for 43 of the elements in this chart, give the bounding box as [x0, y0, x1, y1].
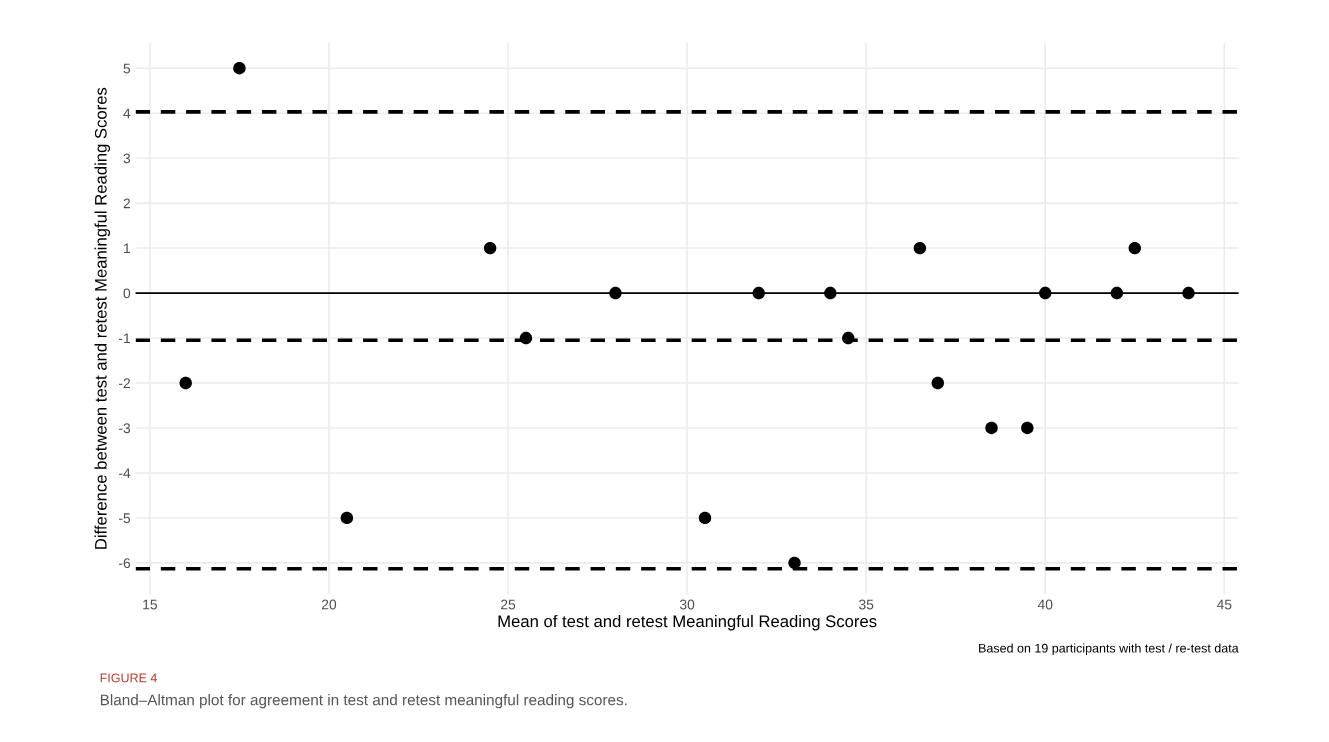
point: [698, 511, 712, 525]
x-tick-label: 40: [1037, 599, 1053, 610]
point: [179, 376, 192, 390]
point: [788, 556, 801, 570]
y-tick-label: -5: [118, 513, 131, 524]
point: [752, 286, 765, 300]
y-tick-label: 0: [123, 288, 131, 299]
x-tick-label: 25: [501, 599, 516, 610]
x-axis-title: Mean of test and retest Meaningful Reading Scores: [498, 614, 877, 631]
y-tick-label: 4: [123, 108, 131, 119]
y-tick-label: 5: [123, 63, 131, 74]
point: [1039, 286, 1052, 300]
x-tick-label: 20: [321, 599, 337, 610]
y-tick-label: 3: [123, 153, 131, 164]
point: [913, 241, 927, 255]
x-tick-label: 45: [1216, 599, 1232, 610]
point: [233, 62, 246, 75]
y-tick-label: -1: [118, 333, 131, 344]
y-tick-label: -4: [118, 468, 131, 478]
y-tick-label: 2: [123, 198, 130, 209]
x-tick-label: 35: [858, 599, 874, 610]
text: Bland–Altman plot for agreement in test and retest meaningful reading scores.: [100, 694, 627, 709]
x-tick-label: 15: [143, 599, 158, 610]
point: [340, 511, 354, 525]
y-tick-label: -3: [118, 423, 131, 434]
point: [483, 241, 497, 255]
point: [842, 331, 855, 345]
y-tick-label: -2: [118, 378, 130, 389]
point: [519, 331, 533, 345]
x-tick-label: 30: [679, 599, 695, 610]
point: [985, 421, 998, 435]
y-tick-label: 1: [124, 243, 131, 254]
point: [931, 376, 944, 390]
point: [1110, 286, 1124, 300]
text: Based on 19 participants with test / re-test data: [979, 643, 1239, 656]
caption: FIGURE 4: [100, 673, 157, 683]
point: [1128, 241, 1141, 255]
y-tick-label: -6: [118, 558, 131, 569]
y-axis-title: Difference between test and retest Meaningful Reading Scores: [94, 87, 111, 549]
point: [824, 286, 837, 300]
point: [1182, 286, 1195, 300]
point: [609, 286, 622, 300]
point: [1021, 421, 1034, 435]
